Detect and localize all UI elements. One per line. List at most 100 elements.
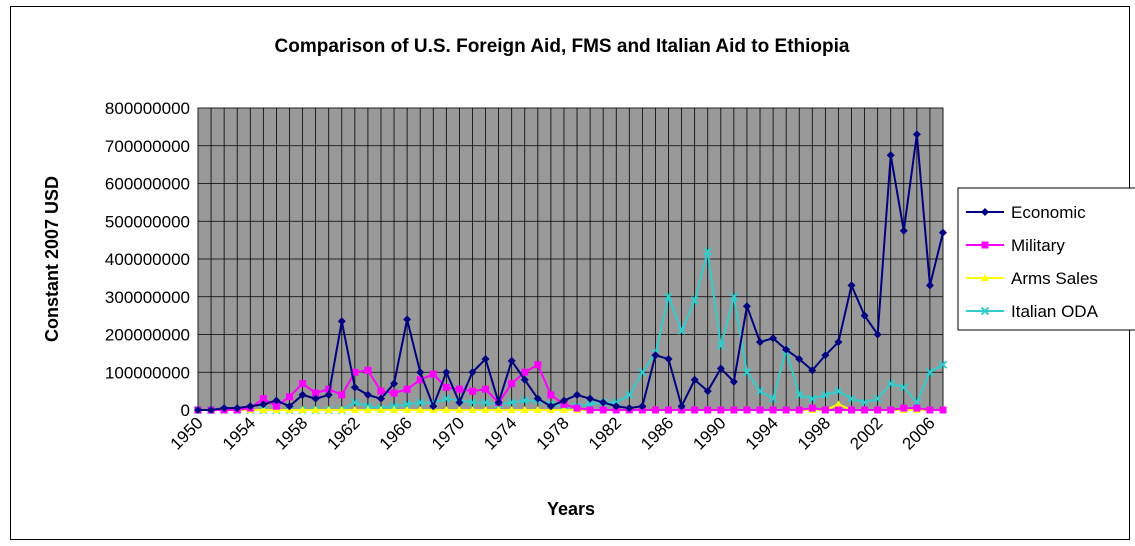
data-point-italian-oda [507, 398, 516, 407]
y-tick-label: 300000000 [105, 288, 190, 307]
data-point-economic [416, 368, 425, 377]
data-point-arms-sales [533, 406, 542, 413]
data-point-military [390, 389, 398, 397]
data-point-military [861, 406, 869, 414]
data-point-economic [821, 351, 830, 360]
data-point-economic [716, 364, 725, 373]
data-point-arms-sales [390, 406, 399, 413]
data-point-economic [651, 351, 660, 360]
data-point-italian-oda [821, 390, 830, 400]
data-point-economic [246, 402, 255, 411]
x-tick-label: 1990 [689, 413, 729, 453]
data-point-economic [939, 228, 947, 237]
legend: Economic Military Arms Sales Italian ODA [957, 187, 1135, 331]
data-point-military [913, 404, 921, 412]
data-point-italian-oda [520, 396, 529, 405]
data-point-economic [573, 390, 582, 399]
data-point-military [782, 406, 790, 414]
data-point-economic [886, 151, 895, 160]
data-point-economic [194, 406, 202, 414]
data-point-military [364, 366, 372, 374]
chart-title: Comparison of U.S. Foreign Aid, FMS and … [275, 36, 850, 57]
data-point-military [455, 385, 463, 393]
data-point-military [717, 406, 725, 414]
data-point-military [351, 368, 359, 376]
data-point-military [874, 406, 882, 414]
data-point-economic [586, 394, 595, 403]
data-point-economic [363, 390, 372, 399]
x-tick-label: 1986 [637, 413, 677, 453]
data-point-military [521, 368, 529, 376]
data-point-military [848, 406, 856, 414]
data-point-military [403, 385, 411, 393]
data-point-economic [311, 394, 320, 403]
data-point-italian-oda [638, 368, 647, 377]
data-point-economic [638, 402, 647, 411]
data-point-arms-sales [298, 406, 307, 413]
data-point-military [338, 391, 346, 399]
data-point-italian-oda [938, 360, 948, 369]
data-point-military [468, 387, 476, 395]
data-point-economic [442, 368, 451, 377]
data-point-italian-oda [834, 386, 843, 396]
y-tick-label: 100000000 [105, 363, 190, 382]
data-point-economic [546, 402, 555, 411]
data-point-military [939, 406, 947, 414]
data-point-economic [507, 356, 516, 365]
y-tick-label: 500000000 [105, 212, 190, 231]
data-point-military [312, 389, 320, 397]
data-point-arms-sales [416, 406, 425, 413]
legend-marker-italian-oda [980, 306, 990, 316]
data-point-economic [233, 404, 242, 413]
data-point-military [808, 404, 816, 412]
data-point-military [508, 380, 516, 388]
data-point-arms-sales [363, 406, 372, 413]
data-point-economic [742, 302, 751, 311]
legend-label-arms-sales: Arms Sales [1011, 269, 1098, 288]
data-point-italian-oda [664, 292, 673, 301]
data-point-military [586, 406, 594, 414]
data-point-economic [612, 402, 621, 411]
data-point-italian-oda [716, 341, 726, 351]
data-point-arms-sales [559, 406, 568, 413]
x-tick-label: 1982 [585, 413, 625, 453]
data-point-economic [455, 398, 464, 407]
data-point-military [887, 406, 895, 414]
data-point-economic [769, 334, 778, 343]
data-point-economic [860, 311, 869, 320]
data-point-italian-oda [625, 390, 634, 400]
data-point-italian-oda [703, 247, 712, 256]
data-point-military [769, 406, 777, 414]
data-point-arms-sales [494, 406, 503, 413]
data-point-italian-oda [899, 383, 908, 392]
y-axis-title: Constant 2007 USD [42, 176, 62, 342]
data-point-arms-sales [403, 406, 412, 413]
legend-label-italian-oda: Italian ODA [1011, 302, 1099, 321]
series-line-military [198, 363, 943, 411]
data-point-economic [795, 355, 804, 364]
data-point-military [285, 393, 293, 401]
data-point-military [743, 406, 751, 414]
data-point-military [547, 391, 555, 399]
x-tick-label: 1950 [167, 413, 207, 453]
data-point-economic [376, 394, 385, 403]
data-point-italian-oda [808, 394, 817, 403]
data-point-arms-sales [520, 406, 529, 413]
data-point-economic [834, 338, 843, 347]
data-point-military [756, 406, 764, 414]
data-point-italian-oda [402, 400, 412, 409]
data-point-arms-sales [324, 406, 333, 413]
data-point-arms-sales [337, 406, 346, 413]
y-tick-label: 400000000 [105, 250, 190, 269]
data-point-military [665, 406, 673, 414]
data-point-arms-sales [311, 406, 320, 413]
x-tick-label: 1978 [533, 413, 573, 453]
data-point-military [691, 406, 699, 414]
data-point-economic [756, 338, 765, 347]
data-point-economic [468, 368, 477, 377]
data-point-italian-oda [690, 296, 699, 305]
x-tick-label: 1970 [428, 413, 468, 453]
data-point-italian-oda [860, 398, 869, 407]
data-point-military [259, 395, 267, 403]
